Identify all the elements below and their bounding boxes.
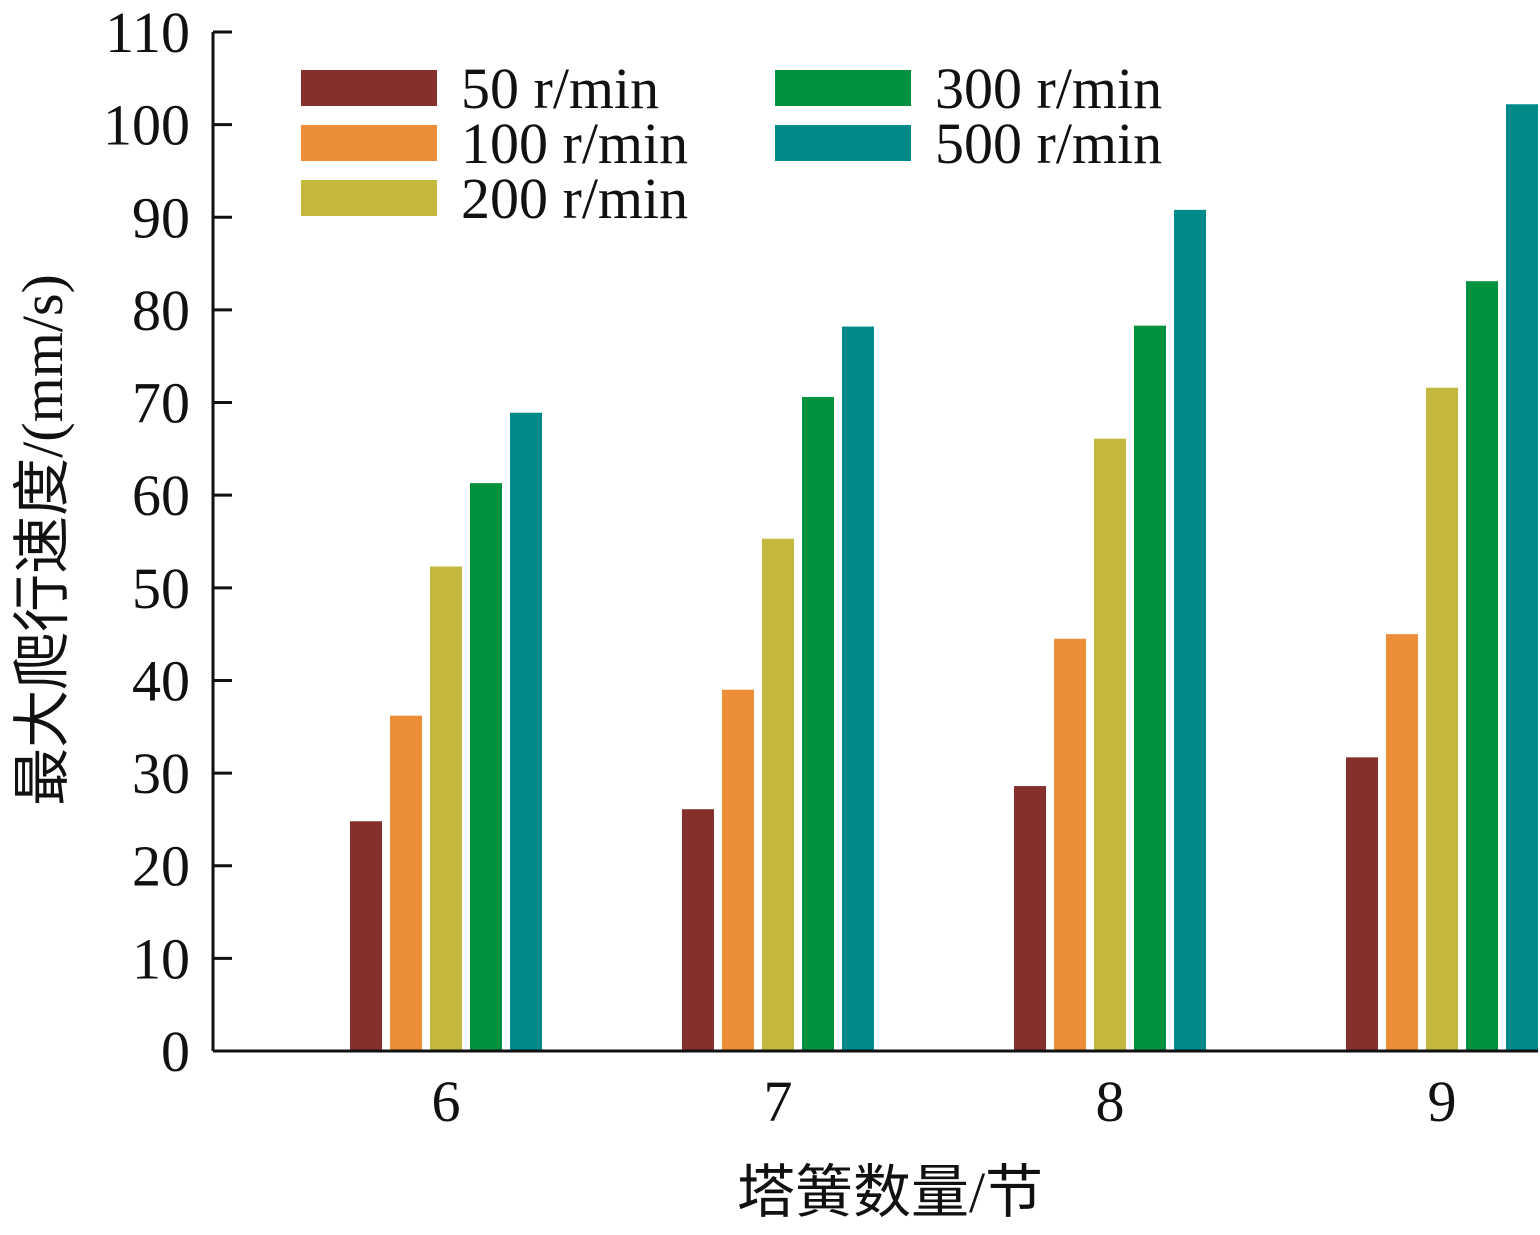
legend-label: 200 r/min bbox=[461, 166, 688, 231]
axes-group bbox=[211, 32, 1538, 1053]
legend-swatch bbox=[775, 125, 911, 161]
y-tick-label: 20 bbox=[132, 834, 190, 899]
x-tick-label: 8 bbox=[1096, 1069, 1125, 1134]
bar bbox=[682, 809, 714, 1051]
x-tick-label: 6 bbox=[432, 1069, 461, 1134]
y-tick-label: 50 bbox=[132, 556, 190, 621]
y-tick-label: 70 bbox=[132, 371, 190, 436]
bar bbox=[350, 821, 382, 1051]
bar bbox=[1014, 786, 1046, 1051]
legend-swatch bbox=[301, 180, 437, 216]
y-tick-label: 100 bbox=[103, 93, 190, 158]
bar bbox=[470, 483, 502, 1051]
bar bbox=[1174, 209, 1206, 1051]
x-tick-label: 7 bbox=[764, 1069, 793, 1134]
x-axis-title: 塔簧数量/节 bbox=[737, 1160, 1043, 1225]
bar bbox=[722, 689, 754, 1051]
bar bbox=[1466, 281, 1498, 1052]
legend-label: 500 r/min bbox=[935, 111, 1162, 176]
y-tick-label: 10 bbox=[132, 926, 190, 991]
x-tick-label: 9 bbox=[1428, 1069, 1457, 1134]
bar bbox=[1134, 325, 1166, 1051]
legend-label: 50 r/min bbox=[461, 56, 659, 121]
y-tick-label: 30 bbox=[132, 741, 190, 806]
bar bbox=[430, 566, 462, 1051]
bar bbox=[1054, 638, 1086, 1051]
bar bbox=[1506, 104, 1538, 1052]
legend-label: 100 r/min bbox=[461, 111, 688, 176]
y-axis-title: 最大爬行速度/(mm/s) bbox=[10, 274, 75, 806]
y-ticks-group: 0 10 20 30 40 50 60 70 80 90 100 110 bbox=[103, 0, 232, 1084]
bar bbox=[510, 412, 542, 1051]
y-tick-label: 110 bbox=[105, 0, 190, 65]
y-tick-label: 80 bbox=[132, 278, 190, 343]
x-ticks-group: 6 7 8 9 bbox=[432, 1069, 1457, 1134]
bar bbox=[1386, 634, 1418, 1051]
bar bbox=[842, 326, 874, 1052]
y-tick-label: 60 bbox=[132, 463, 190, 528]
bar bbox=[802, 396, 834, 1051]
bars-group bbox=[350, 104, 1538, 1052]
legend-swatch bbox=[775, 70, 911, 106]
y-tick-label: 90 bbox=[132, 185, 190, 250]
legend-swatch bbox=[301, 70, 437, 106]
bar bbox=[1094, 438, 1126, 1051]
bar bbox=[1346, 757, 1378, 1051]
bar bbox=[390, 715, 422, 1051]
y-tick-label: 0 bbox=[161, 1019, 190, 1084]
legend-label: 300 r/min bbox=[935, 56, 1162, 121]
bar bbox=[1426, 387, 1458, 1051]
bar bbox=[762, 538, 794, 1051]
y-tick-label: 40 bbox=[132, 648, 190, 713]
legend-swatch bbox=[301, 125, 437, 161]
